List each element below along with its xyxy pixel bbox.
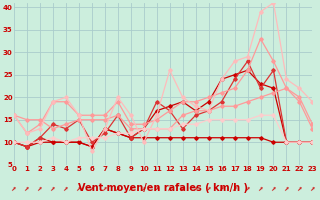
Text: →: → [36, 184, 44, 191]
Text: →: → [192, 184, 199, 191]
Text: →: → [296, 184, 303, 191]
Text: →: → [309, 184, 316, 191]
Text: →: → [23, 184, 31, 191]
Text: →: → [114, 184, 122, 191]
Text: →: → [283, 184, 290, 191]
Text: →: → [101, 184, 108, 191]
X-axis label: Vent moyen/en rafales ( km/h ): Vent moyen/en rafales ( km/h ) [78, 183, 248, 193]
Text: →: → [205, 184, 212, 191]
Text: →: → [11, 184, 18, 191]
Text: →: → [75, 184, 83, 191]
Text: →: → [49, 184, 57, 191]
Text: →: → [244, 184, 251, 191]
Text: →: → [127, 184, 134, 191]
Text: →: → [270, 184, 277, 191]
Text: →: → [218, 184, 225, 191]
Text: →: → [62, 184, 69, 191]
Text: →: → [257, 184, 264, 191]
Text: →: → [166, 184, 173, 191]
Text: →: → [231, 184, 238, 191]
Text: →: → [88, 184, 95, 191]
Text: →: → [153, 184, 160, 191]
Text: →: → [140, 184, 148, 191]
Text: →: → [179, 184, 186, 191]
